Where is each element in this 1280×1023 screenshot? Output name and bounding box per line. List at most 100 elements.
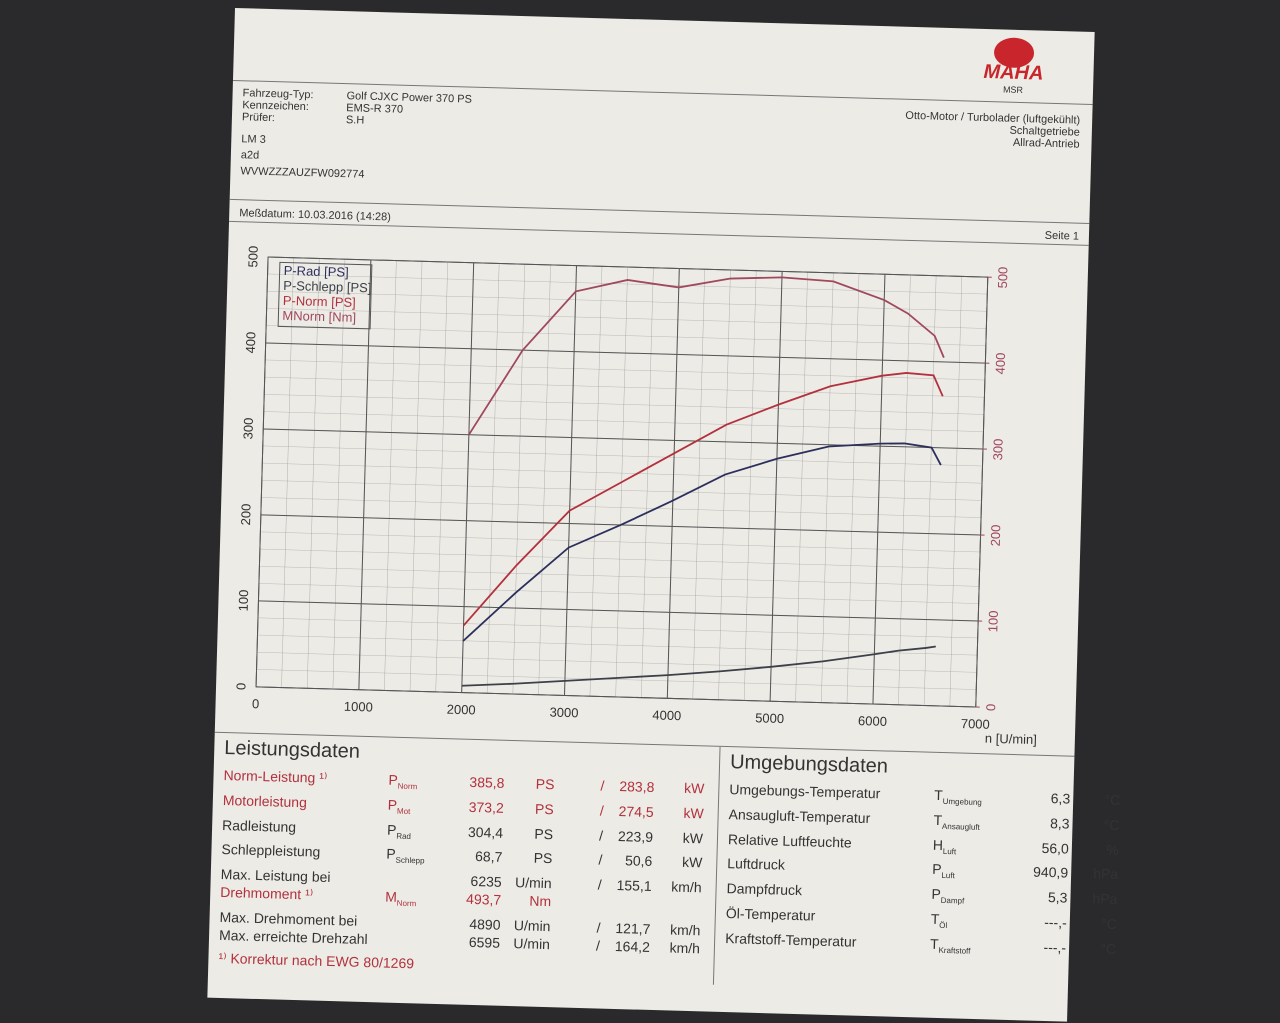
row-symbol: PDampf [931,885,1022,912]
page-number: Seite 1 [1045,230,1080,242]
legend-entry: MNorm [Nm] [282,308,356,325]
symbol: H [933,836,944,852]
cell: 4890 [454,914,504,933]
row-label: Max. erreichte Drehzahl [219,926,384,949]
x-tick-label: 2000 [447,702,476,718]
symbol-sub: Dampf [941,896,965,906]
field-value: S.H [346,114,365,127]
cell: kW [656,852,707,878]
cell: 223,9 [607,826,658,852]
cell: / [557,800,608,826]
cell: 155,1 [605,876,655,895]
x-tick-label: 5000 [755,710,784,726]
x-tick-label: 0 [252,696,260,711]
symbol-sub: Rad [396,831,411,840]
cell: 274,5 [607,802,658,828]
cell: ---,- [1020,937,1071,963]
cell: kW [657,828,708,854]
y2-tick-label: 200 [988,524,1004,546]
row-symbol [384,931,454,951]
cell: 304,4 [457,822,508,848]
cell: 68,7 [456,847,507,873]
cell: PS [506,848,557,874]
cell: kW [658,778,709,804]
row-symbol: TÖl [930,910,1021,937]
row-symbol: PLuft [932,860,1023,887]
x-tick-label: 3000 [549,704,578,720]
cell: 164,2 [604,937,654,956]
row-symbol: TUmgebung [934,786,1025,813]
cell: 373,2 [457,797,508,823]
cell: % [1072,839,1123,865]
y2-tick-label: 100 [985,610,1001,632]
y-tick-label: 300 [240,417,256,439]
logo: MAHA MSR [973,37,1055,101]
symbol-sub: Luft [943,846,957,855]
cell: 50,6 [606,851,657,877]
x-axis-label: n [U/min] [985,731,1037,747]
cell: km/h [654,920,704,939]
paper: MAHA MSR Fahrzeug-Typ:Golf CJXC Power 37… [207,8,1094,1022]
row-symbol: PRad [387,820,458,847]
cell: 6235 [455,872,505,891]
field-label: Prüfer: [242,111,332,126]
symbol-sub: Öl [939,921,947,930]
symbol-sub: Kraftstoff [938,946,970,956]
date: Meßdatum: 10.03.2016 (14:28) [239,207,391,222]
cell: °C [1070,914,1121,940]
cell: 56,0 [1022,838,1073,864]
row-symbol: HLuft [932,835,1023,862]
row-label: Kraftstoff-Temperatur [725,929,931,960]
row-symbol: PSchlepp [386,845,457,872]
row-symbol [385,870,455,890]
y2-tick-label: 300 [990,438,1006,460]
cell: 493,7 [455,890,506,916]
cell: 940,9 [1022,863,1073,889]
cell: hPa [1071,889,1122,915]
cell: °C [1074,790,1125,816]
symbol-sub: Norm [397,899,417,909]
row-symbol: PNorm [388,771,459,798]
cell: 8,3 [1023,813,1074,839]
x-tick-label: 4000 [652,707,681,723]
cell: PS [507,824,558,850]
cell: km/h [654,938,704,957]
cell: 6,3 [1024,788,1075,814]
row-symbol: TKraftstoff [930,935,1021,962]
page: MAHA MSR Fahrzeug-Typ:Golf CJXC Power 37… [0,0,1280,960]
cell: U/min [504,934,554,953]
cell: ---,- [1020,912,1071,938]
cell: / [557,825,608,851]
cell: U/min [505,873,555,892]
y2-tick-label: 0 [983,704,998,712]
y2-tick-label: 400 [993,352,1009,374]
cell: PS [508,774,559,800]
cell: Nm [505,891,556,917]
row-symbol: PMot [387,795,458,822]
cell: / [558,775,609,801]
cell: U/min [504,916,554,935]
symbol-sub: Mot [397,806,411,815]
cell: °C [1070,938,1121,964]
symbol-sub: Luft [941,871,955,880]
cell: kW [657,803,708,829]
y-tick-label: 200 [238,503,254,525]
symbol-sub: Ansaugluft [942,822,980,832]
row-symbol: TAnsaugluft [933,811,1024,838]
cell: hPa [1072,864,1123,890]
cell: °C [1073,815,1124,841]
x-tick-label: 1000 [344,699,373,715]
y2-tick-label: 500 [995,266,1011,288]
y-tick-label: 400 [243,332,259,354]
cell: 6595 [454,932,504,951]
logo-text: MAHA [973,61,1054,86]
row-symbol: MNorm [385,888,456,915]
x-tick-label: 7000 [961,716,990,732]
cell: km/h [655,877,705,896]
table-title: Umgebungsdaten [730,751,1125,785]
